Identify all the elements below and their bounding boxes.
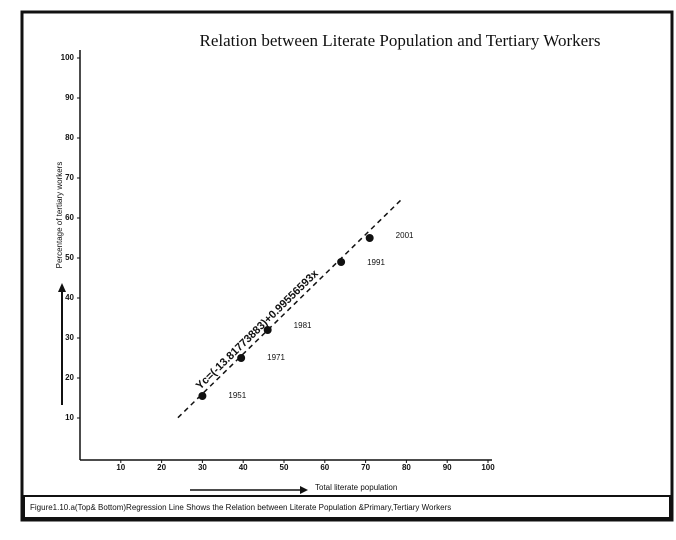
y-axis-label: Percentage of tertiary workers bbox=[55, 162, 64, 269]
frame bbox=[20, 10, 674, 522]
caption: Figure1.10.a(Top& Bottom)Regression Line… bbox=[30, 503, 451, 512]
point-label: 1951 bbox=[228, 391, 246, 400]
point-label: 1971 bbox=[267, 353, 285, 362]
x-tick-label: 90 bbox=[443, 463, 452, 472]
x-tick-label: 50 bbox=[280, 463, 289, 472]
y-tick-label: 90 bbox=[65, 93, 74, 102]
y-tick-label: 60 bbox=[65, 213, 74, 222]
chart-title: Relation between Literate Population and… bbox=[200, 31, 601, 50]
y-arrow-head bbox=[58, 283, 66, 292]
x-tick-label: 20 bbox=[157, 463, 166, 472]
y-tick-label: 10 bbox=[65, 413, 74, 422]
x-tick-label: 40 bbox=[239, 463, 248, 472]
y-tick-label: 70 bbox=[65, 173, 74, 182]
caption-box bbox=[23, 495, 671, 519]
point-label: 2001 bbox=[396, 231, 414, 240]
point-label: 1981 bbox=[294, 321, 312, 330]
y-tick-label: 30 bbox=[65, 333, 74, 342]
x-tick-label: 30 bbox=[198, 463, 207, 472]
point bbox=[237, 354, 246, 362]
x-arrow-head bbox=[300, 486, 308, 494]
point bbox=[198, 392, 207, 400]
x-tick-label: 100 bbox=[481, 463, 495, 472]
x-tick-label: 60 bbox=[320, 463, 329, 472]
point bbox=[365, 234, 374, 242]
x-axis-label: Total literate population bbox=[315, 483, 397, 492]
x-tick-label: 70 bbox=[361, 463, 370, 472]
point-label: 1991 bbox=[367, 258, 385, 267]
y-tick-label: 50 bbox=[65, 253, 74, 262]
regression-line bbox=[177, 198, 403, 419]
y-tick-label: 80 bbox=[65, 133, 74, 142]
y-tick-label: 100 bbox=[61, 53, 75, 62]
x-tick-label: 80 bbox=[402, 463, 411, 472]
y-tick-label: 20 bbox=[65, 373, 74, 382]
x-tick-label: 10 bbox=[116, 463, 125, 472]
point bbox=[263, 326, 272, 334]
y-tick-label: 40 bbox=[65, 293, 74, 302]
point bbox=[337, 258, 346, 266]
